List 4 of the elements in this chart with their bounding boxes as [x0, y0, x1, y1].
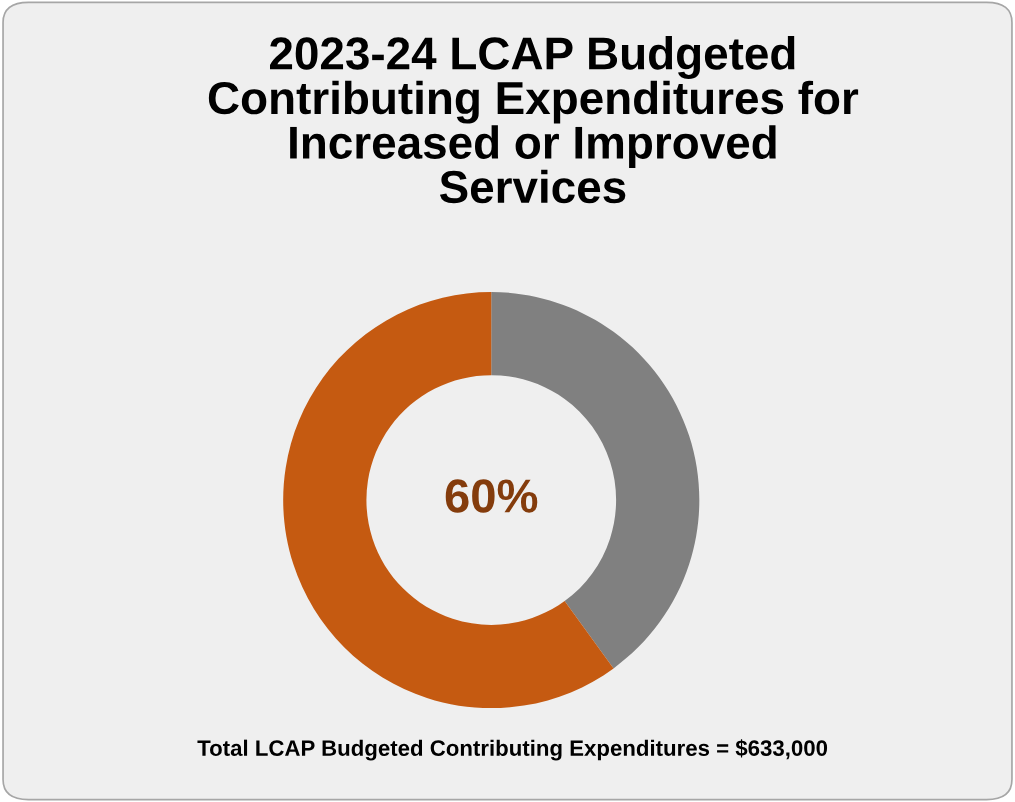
text: Total LCAP Budgeted Contributing Expenditures = $633,000	[197, 739, 828, 761]
donut-slice	[283, 291, 614, 709]
data-label: 60%	[445, 479, 538, 513]
chart-title: 2023-24 LCAP Budgeted Contributing Expenditures for Increased or Improved Services	[208, 36, 859, 204]
